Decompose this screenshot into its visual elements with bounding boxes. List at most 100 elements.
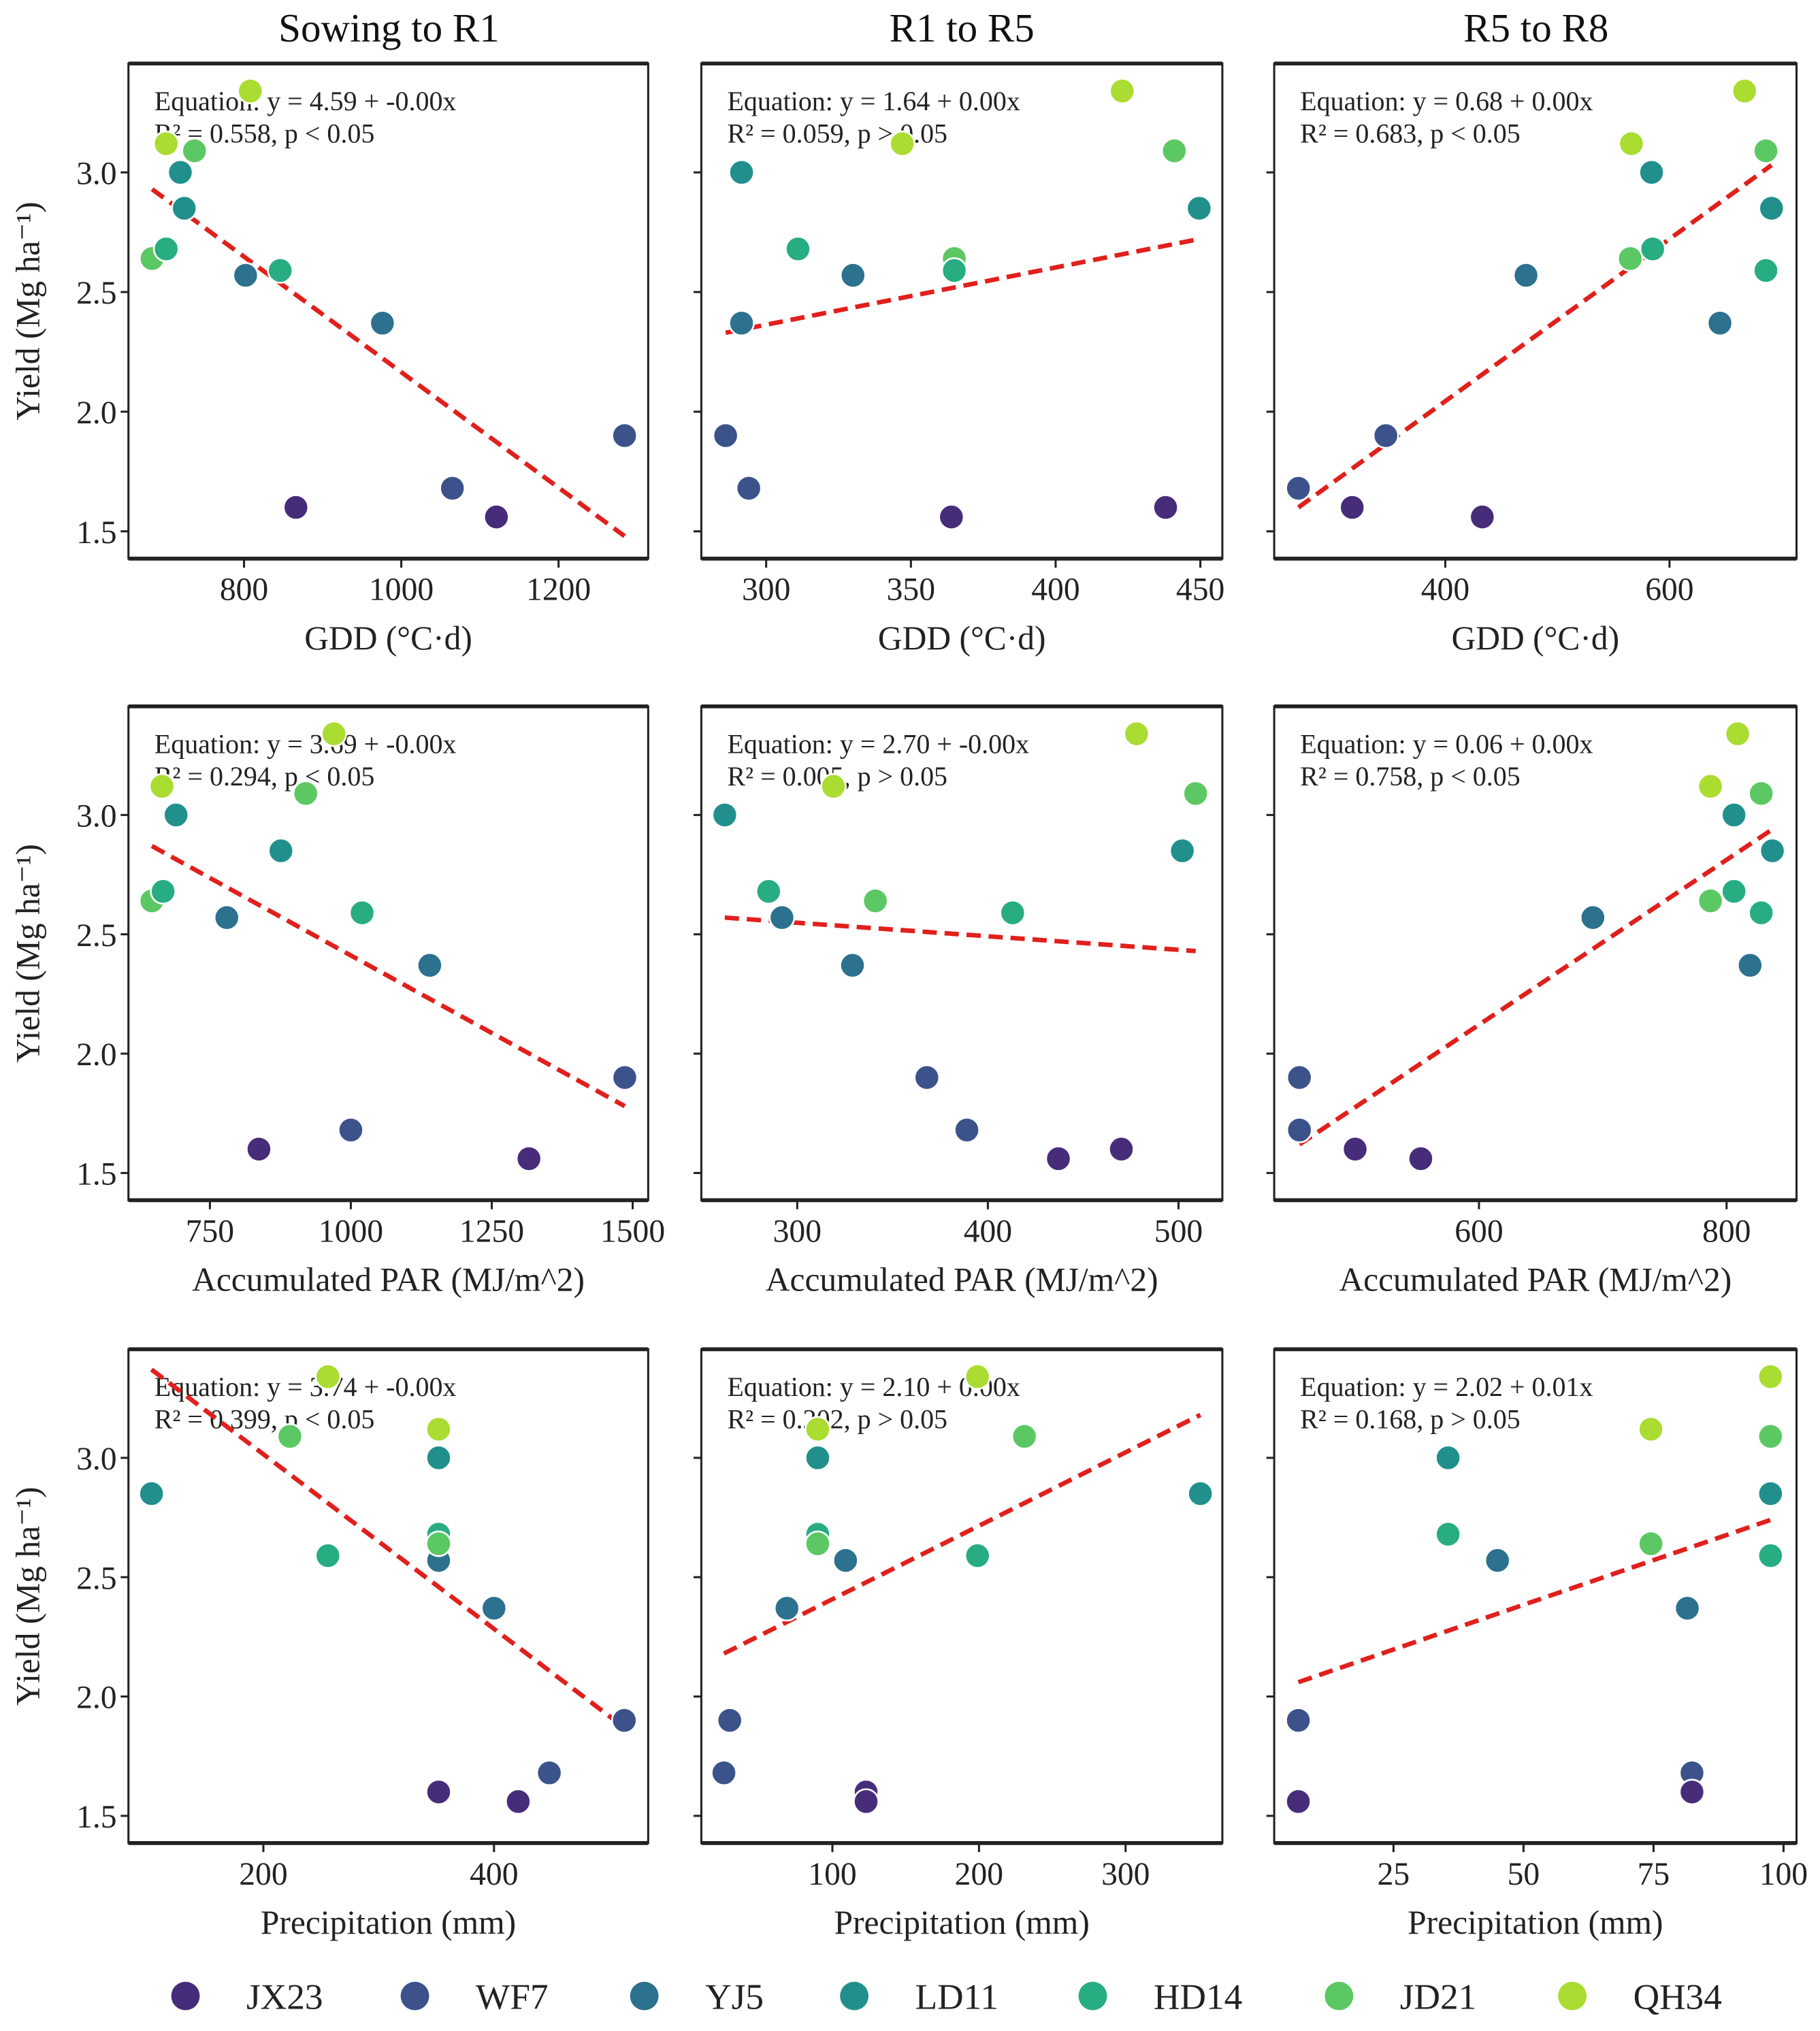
regression-line bbox=[150, 1367, 626, 1729]
point-hd14 bbox=[348, 899, 376, 926]
x-tick-label: 800 bbox=[1702, 1214, 1751, 1249]
point-ld11 bbox=[1757, 1480, 1784, 1507]
point-yj5 bbox=[1674, 1595, 1701, 1622]
point-yj5 bbox=[832, 1547, 859, 1574]
point-yj5 bbox=[839, 262, 866, 289]
legend-label: JX23 bbox=[246, 1977, 323, 2017]
legend-item-yj5: YJ5 bbox=[630, 1977, 764, 2017]
legend-label: LD11 bbox=[915, 1977, 998, 2017]
point-ld11 bbox=[711, 801, 738, 828]
x-tick-label: 300 bbox=[773, 1214, 822, 1249]
legend-label: QH34 bbox=[1634, 1977, 1722, 2017]
equation-annotation: Equation: y = 4.59 + -0.00x bbox=[155, 86, 457, 116]
point-hd14 bbox=[314, 1542, 342, 1570]
point-jx23 bbox=[1108, 1135, 1135, 1163]
point-jx23 bbox=[282, 494, 310, 521]
point-ld11 bbox=[805, 1444, 831, 1472]
point-jx23 bbox=[246, 1135, 272, 1163]
regression-line bbox=[1298, 827, 1774, 1147]
x-tick-label: 600 bbox=[1455, 1214, 1503, 1249]
x-tick-label: 200 bbox=[955, 1857, 1003, 1892]
equation-annotation: Equation: y = 1.64 + 0.00x bbox=[727, 86, 1020, 116]
point-wf7 bbox=[1372, 422, 1399, 449]
point-jx23 bbox=[1342, 1135, 1369, 1163]
y-tick-label: 3.0 bbox=[76, 799, 116, 834]
regression-line bbox=[150, 187, 626, 538]
point-jd21 bbox=[862, 888, 889, 915]
point-wf7 bbox=[611, 1064, 638, 1091]
x-tick-label: 400 bbox=[470, 1857, 518, 1892]
point-hd14 bbox=[1748, 899, 1775, 926]
point-jx23 bbox=[1408, 1145, 1434, 1172]
point-wf7 bbox=[536, 1759, 563, 1787]
x-tick-label: 300 bbox=[1101, 1857, 1150, 1892]
point-qh34 bbox=[314, 1363, 342, 1391]
point-hd14 bbox=[964, 1542, 991, 1570]
r2-annotation: R² = 0.294, p < 0.05 bbox=[155, 761, 375, 792]
point-ld11 bbox=[138, 1480, 165, 1507]
point-wf7 bbox=[711, 1759, 738, 1787]
y-tick-label: 2.5 bbox=[76, 276, 116, 311]
legend-label: JD21 bbox=[1400, 1977, 1477, 2017]
point-ld11 bbox=[1758, 195, 1785, 222]
legend-marker bbox=[1078, 1981, 1107, 2011]
point-ld11 bbox=[1435, 1444, 1462, 1472]
point-jx23 bbox=[425, 1778, 452, 1806]
point-qh34 bbox=[805, 1416, 831, 1443]
y-tick-label: 2.0 bbox=[76, 1680, 116, 1716]
point-qh34 bbox=[152, 130, 180, 157]
legend-item-ld11: LD11 bbox=[840, 1977, 998, 2017]
point-wf7 bbox=[611, 422, 638, 449]
equation-annotation: Equation: y = 0.06 + 0.00x bbox=[1300, 728, 1593, 759]
y-tick-label: 1.5 bbox=[76, 1157, 116, 1192]
point-qh34 bbox=[1724, 720, 1751, 747]
point-wf7 bbox=[1286, 1064, 1313, 1091]
point-qh34 bbox=[321, 720, 348, 747]
point-jx23 bbox=[1152, 494, 1179, 521]
point-qh34 bbox=[889, 130, 915, 157]
y-tick-label: 2.5 bbox=[76, 1561, 116, 1596]
point-jd21 bbox=[1616, 245, 1644, 272]
x-tick-label: 750 bbox=[186, 1214, 234, 1249]
point-qh34 bbox=[1697, 773, 1724, 800]
point-ld11 bbox=[728, 159, 755, 186]
point-jd21 bbox=[1011, 1423, 1038, 1450]
regression-line bbox=[724, 915, 1196, 954]
point-hd14 bbox=[999, 899, 1026, 926]
point-yj5 bbox=[481, 1595, 508, 1622]
panel-2-0: 1.5 2.0 2.5 3.0 200 400 Precipitation (mm) Yiel… bbox=[9, 1347, 649, 1941]
point-jx23 bbox=[1469, 504, 1496, 530]
point-hd14 bbox=[1721, 878, 1748, 905]
point-ld11 bbox=[1187, 1480, 1214, 1507]
point-yj5 bbox=[839, 952, 866, 979]
legend-item-wf7: WF7 bbox=[400, 1977, 549, 2017]
equation-annotation: Equation: y = 3.74 + -0.00x bbox=[155, 1371, 457, 1402]
point-qh34 bbox=[425, 1416, 452, 1443]
x-axis-label: Accumulated PAR (MJ/m^2) bbox=[192, 1261, 585, 1299]
y-tick-label: 3.0 bbox=[76, 1442, 116, 1477]
point-hd14 bbox=[1757, 1542, 1784, 1570]
x-axis-label: Precipitation (mm) bbox=[1408, 1904, 1663, 1941]
point-wf7 bbox=[1286, 1116, 1313, 1143]
point-yj5 bbox=[768, 904, 796, 931]
point-hd14 bbox=[1435, 1521, 1462, 1548]
y-tick-label: 1.5 bbox=[76, 515, 116, 551]
legend-item-jd21: JD21 bbox=[1325, 1977, 1476, 2017]
r2-annotation: R² = 0.683, p < 0.05 bbox=[1300, 118, 1521, 148]
point-yj5 bbox=[1579, 904, 1606, 931]
panel-1-1: 300 400 500 Accumulated PAR (MJ/m^2) Equatio… bbox=[693, 704, 1224, 1299]
point-ld11 bbox=[425, 1444, 452, 1472]
y-tick-label: 2.5 bbox=[76, 918, 116, 954]
point-yj5 bbox=[1706, 310, 1734, 337]
point-yj5 bbox=[773, 1595, 800, 1622]
point-hd14 bbox=[1753, 257, 1779, 284]
point-hd14 bbox=[1639, 235, 1666, 263]
x-axis-label: GDD (°C·d) bbox=[878, 619, 1046, 657]
regression-line bbox=[723, 1412, 1202, 1656]
legend-marker bbox=[840, 1981, 869, 2011]
x-tick-label: 800 bbox=[220, 572, 268, 608]
point-yj5 bbox=[213, 904, 240, 931]
point-jx23 bbox=[938, 504, 965, 530]
